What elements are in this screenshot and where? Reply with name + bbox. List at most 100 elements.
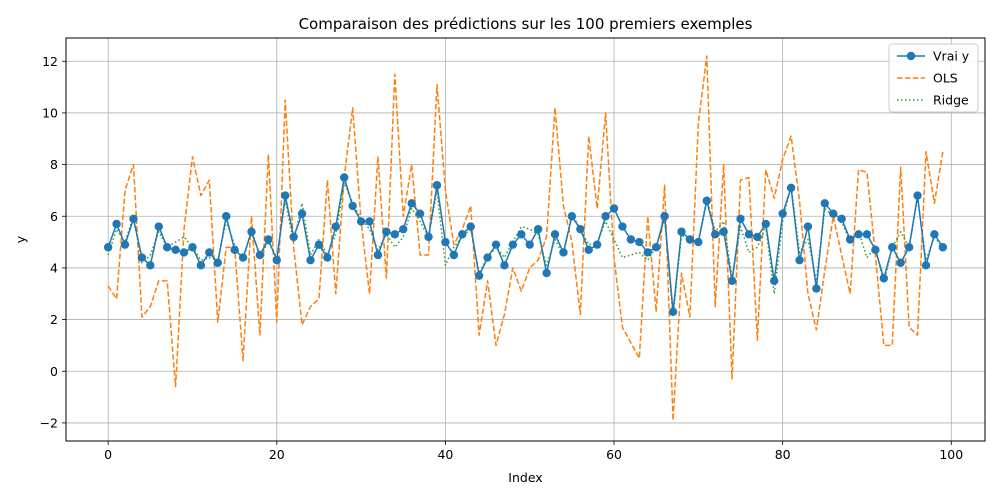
data-point [930, 230, 939, 239]
data-point [736, 214, 745, 224]
data-point [441, 237, 450, 247]
data-point [432, 181, 442, 190]
y-tick-label: −2 [40, 415, 58, 430]
data-point [542, 268, 551, 278]
data-point [103, 243, 113, 252]
data-point [213, 258, 222, 267]
legend-label: Ridge [933, 93, 969, 108]
data-point [896, 258, 905, 267]
data-point [196, 261, 206, 270]
data-point [458, 230, 467, 239]
data-point [702, 196, 711, 205]
x-tick-label: 80 [775, 447, 791, 462]
series-layer [103, 55, 948, 422]
data-point [281, 191, 290, 200]
data-point [727, 276, 737, 286]
data-point [609, 204, 619, 213]
y-tick-label: 4 [50, 260, 58, 275]
data-point [146, 261, 155, 270]
data-point [753, 232, 762, 242]
data-point [651, 243, 661, 252]
legend-label: OLS [933, 71, 958, 86]
data-point [340, 173, 349, 182]
data-point [264, 235, 273, 244]
data-point [230, 245, 239, 255]
data-point [221, 212, 231, 221]
data-point [719, 227, 728, 236]
data-point [466, 222, 475, 231]
data-point [626, 235, 636, 244]
data-point [179, 248, 189, 257]
data-point [491, 240, 501, 249]
data-point [297, 209, 307, 218]
data-point [162, 243, 172, 252]
data-point [483, 253, 492, 262]
data-point [913, 191, 922, 200]
legend-marker [906, 51, 916, 61]
data-point [272, 255, 281, 265]
y-axis-label: y [13, 235, 28, 243]
data-point [938, 243, 948, 252]
data-point [399, 224, 408, 234]
data-point [770, 276, 779, 286]
data-point [829, 209, 838, 218]
data-point [795, 255, 804, 265]
data-point [761, 219, 770, 229]
y-tick-label: 8 [50, 157, 58, 172]
y-tick-label: 2 [50, 312, 58, 327]
data-point [255, 250, 265, 260]
data-point [601, 212, 610, 221]
data-point [820, 199, 830, 208]
data-point [137, 253, 147, 262]
data-point [559, 248, 568, 257]
data-point [921, 261, 931, 270]
data-point [643, 248, 652, 257]
data-point [635, 237, 644, 247]
series-line-ols [107, 55, 944, 422]
data-point [407, 199, 416, 208]
data-point [323, 253, 332, 262]
data-point [694, 237, 703, 247]
data-point [188, 243, 197, 252]
legend: Vrai y OLS Ridge [888, 43, 979, 113]
data-point [567, 212, 577, 221]
data-point [373, 250, 383, 260]
data-point [306, 255, 315, 265]
data-point [314, 240, 324, 249]
data-point [888, 243, 897, 252]
data-point [205, 248, 214, 257]
data-point [845, 235, 855, 244]
data-point [837, 214, 846, 224]
data-point [786, 183, 796, 193]
data-point [525, 240, 534, 249]
data-point [382, 227, 391, 236]
data-point [871, 245, 880, 255]
data-point [685, 235, 695, 244]
data-point [129, 214, 138, 224]
x-tick-label: 60 [606, 447, 622, 462]
data-point [618, 222, 627, 231]
data-point [879, 274, 889, 283]
data-point [660, 212, 669, 221]
y-tick-label: 12 [42, 54, 58, 69]
y-tick-label: 0 [50, 364, 58, 379]
data-point [356, 217, 366, 226]
data-point [112, 219, 121, 229]
data-point [812, 284, 821, 293]
x-tick-label: 40 [437, 447, 453, 462]
series-line-vrai-y [107, 176, 944, 313]
data-point [500, 261, 509, 270]
data-point [424, 232, 433, 242]
data-point [415, 209, 425, 218]
data-point [171, 245, 180, 255]
data-point [238, 253, 248, 262]
data-point [120, 240, 130, 249]
data-point [711, 230, 720, 239]
legend-box [888, 43, 979, 113]
data-point [862, 230, 872, 239]
data-point [744, 230, 754, 239]
data-point [474, 271, 484, 280]
y-tick-label: 6 [50, 209, 58, 224]
data-point [778, 209, 787, 218]
